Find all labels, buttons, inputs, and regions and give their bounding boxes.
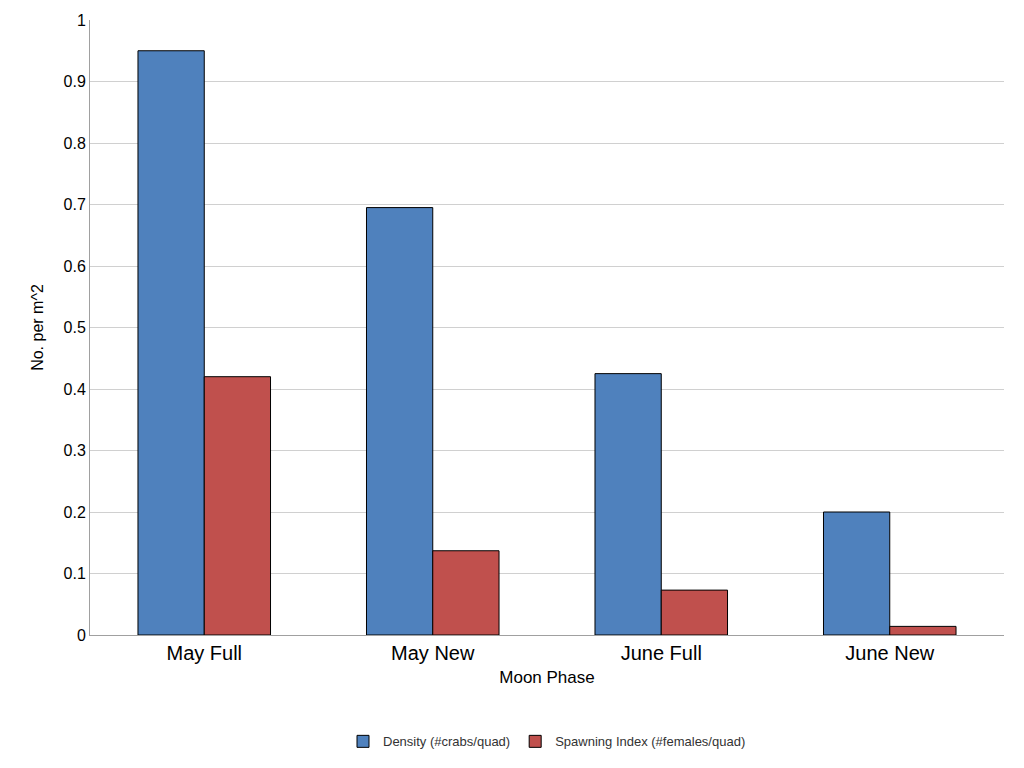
svg-text:0.1: 0.1 [64, 565, 86, 582]
svg-text:0.7: 0.7 [64, 196, 86, 213]
svg-text:0.8: 0.8 [64, 135, 86, 152]
svg-text:0.2: 0.2 [64, 504, 86, 521]
svg-text:0: 0 [77, 627, 86, 644]
svg-text:June New: June New [845, 642, 934, 664]
svg-text:0.5: 0.5 [64, 319, 86, 336]
svg-text:Spawning Index (#females/quad): Spawning Index (#females/quad) [555, 734, 745, 749]
svg-text:May Full: May Full [166, 642, 242, 664]
svg-text:0.3: 0.3 [64, 442, 86, 459]
svg-text:0.4: 0.4 [64, 381, 86, 398]
svg-text:No. per m^2: No. per m^2 [29, 284, 46, 371]
svg-text:June Full: June Full [621, 642, 702, 664]
svg-text:May New: May New [391, 642, 475, 664]
svg-text:Moon Phase: Moon Phase [499, 668, 594, 687]
svg-text:Density (#crabs/quad): Density (#crabs/quad) [383, 734, 510, 749]
svg-text:0.6: 0.6 [64, 258, 86, 275]
svg-text:0.9: 0.9 [64, 73, 86, 90]
svg-text:1: 1 [77, 12, 86, 29]
